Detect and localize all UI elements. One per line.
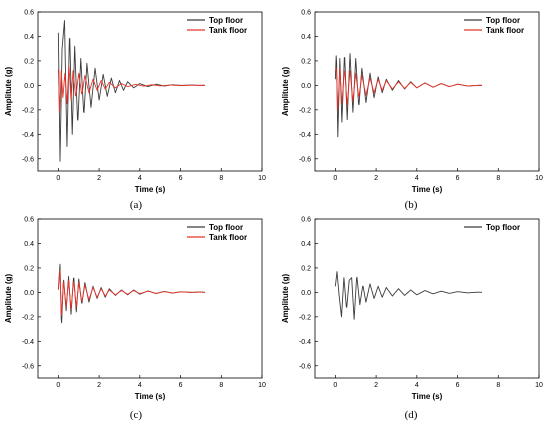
y-tick-label: -0.2 (299, 107, 311, 114)
x-tick-label: 6 (179, 175, 183, 182)
y-tick-label: 0.4 (24, 34, 34, 41)
y-tick-label: 0.2 (301, 58, 311, 65)
y-tick-label: -0.2 (299, 314, 311, 321)
plot-frame (314, 218, 540, 379)
legend-label: Top floor (486, 223, 520, 232)
x-tick-label: 8 (219, 382, 223, 389)
y-tick-label: 0.6 (301, 217, 311, 224)
x-tick-label: 10 (535, 175, 543, 182)
y-tick-label: -0.6 (22, 156, 34, 163)
y-tick-label: 0.4 (301, 241, 311, 248)
x-tick-label: 0 (333, 175, 337, 182)
y-tick-label: -0.2 (22, 107, 34, 114)
x-tick-label: 2 (374, 175, 378, 182)
x-axis-label: Time (s) (135, 392, 166, 401)
y-tick-label: 0.6 (301, 10, 311, 17)
x-axis-label: Time (s) (135, 185, 166, 194)
x-tick-label: 10 (535, 382, 543, 389)
x-tick-label: 10 (258, 382, 266, 389)
x-tick-label: 4 (415, 175, 419, 182)
x-axis-label: Time (s) (412, 392, 443, 401)
y-tick-label: 0.0 (24, 290, 34, 297)
y-tick-label: -0.4 (299, 132, 311, 139)
legend-label: Top floor (486, 16, 520, 25)
chart-panel: 0 2 4 6 8 10 -0.6 -0.4 -0.2 0.0 0.2 0.4 0.6 Time (s) A… (281, 10, 543, 212)
plot-frame (37, 11, 263, 172)
x-tick-label: 6 (456, 175, 460, 182)
x-tick-label: 8 (496, 382, 500, 389)
x-tick-label: 10 (258, 175, 266, 182)
series-line (334, 53, 483, 138)
legend-label: Top floor (209, 223, 243, 232)
y-axis-label: Amplitute (g) (4, 67, 13, 117)
y-tick-label: -0.6 (299, 363, 311, 370)
x-tick-label: 0 (56, 175, 60, 182)
series-line (334, 67, 483, 111)
panel-caption: (a) (130, 199, 143, 211)
x-tick-label: 0 (333, 382, 337, 389)
y-tick-label: 0.0 (24, 83, 34, 90)
y-axis-label: Amplitute (g) (281, 67, 290, 117)
y-tick-label: 0.2 (24, 265, 34, 272)
x-tick-label: 2 (97, 175, 101, 182)
y-tick-label: 0.4 (301, 34, 311, 41)
y-axis-label: Amplitute (g) (4, 274, 13, 324)
x-tick-label: 8 (219, 175, 223, 182)
y-tick-label: -0.4 (299, 339, 311, 346)
y-tick-label: 0.4 (24, 241, 34, 248)
legend-label: Top floor (209, 16, 243, 25)
y-tick-label: 0.2 (24, 58, 34, 65)
y-tick-label: 0.2 (301, 265, 311, 272)
x-tick-label: 4 (138, 382, 142, 389)
legend-label: Tank floor (209, 233, 247, 242)
series-line (57, 65, 206, 113)
y-tick-label: 0.0 (301, 290, 311, 297)
x-tick-label: 0 (56, 382, 60, 389)
panel-caption: (d) (405, 409, 418, 421)
chart-panel: 0 2 4 6 8 10 -0.6 -0.4 -0.2 0.0 0.2 0.4 0.6 Time (s) A… (281, 217, 543, 422)
plot-frame (37, 218, 263, 379)
panel-caption: (c) (130, 409, 143, 421)
x-axis-label: Time (s) (412, 185, 443, 194)
series-line (334, 271, 483, 320)
chart-panel: 0 2 4 6 8 10 -0.6 -0.4 -0.2 0.0 0.2 0.4 0.6 Time (s) A… (4, 217, 266, 422)
x-tick-label: 8 (496, 175, 500, 182)
legend-label: Tank floor (209, 26, 247, 35)
x-tick-label: 6 (179, 382, 183, 389)
y-tick-label: -0.2 (22, 314, 34, 321)
y-tick-label: -0.6 (22, 363, 34, 370)
y-tick-label: -0.6 (299, 156, 311, 163)
x-tick-label: 6 (456, 382, 460, 389)
y-tick-label: -0.4 (22, 132, 34, 139)
plot-frame (314, 11, 540, 172)
series-line (57, 269, 206, 316)
series-line (57, 20, 206, 162)
y-tick-label: 0.0 (301, 83, 311, 90)
x-tick-label: 4 (138, 175, 142, 182)
y-tick-label: 0.6 (24, 217, 34, 224)
y-axis-label: Amplitute (g) (281, 274, 290, 324)
x-tick-label: 2 (97, 382, 101, 389)
x-tick-label: 4 (415, 382, 419, 389)
x-tick-label: 2 (374, 382, 378, 389)
y-tick-label: 0.6 (24, 10, 34, 17)
legend-label: Tank floor (486, 26, 524, 35)
panel-caption: (b) (405, 199, 418, 211)
y-tick-label: -0.4 (22, 339, 34, 346)
chart-panel: 0 2 4 6 8 10 -0.6 -0.4 -0.2 0.0 0.2 0.4 0.6 Time (s) A… (4, 10, 266, 212)
